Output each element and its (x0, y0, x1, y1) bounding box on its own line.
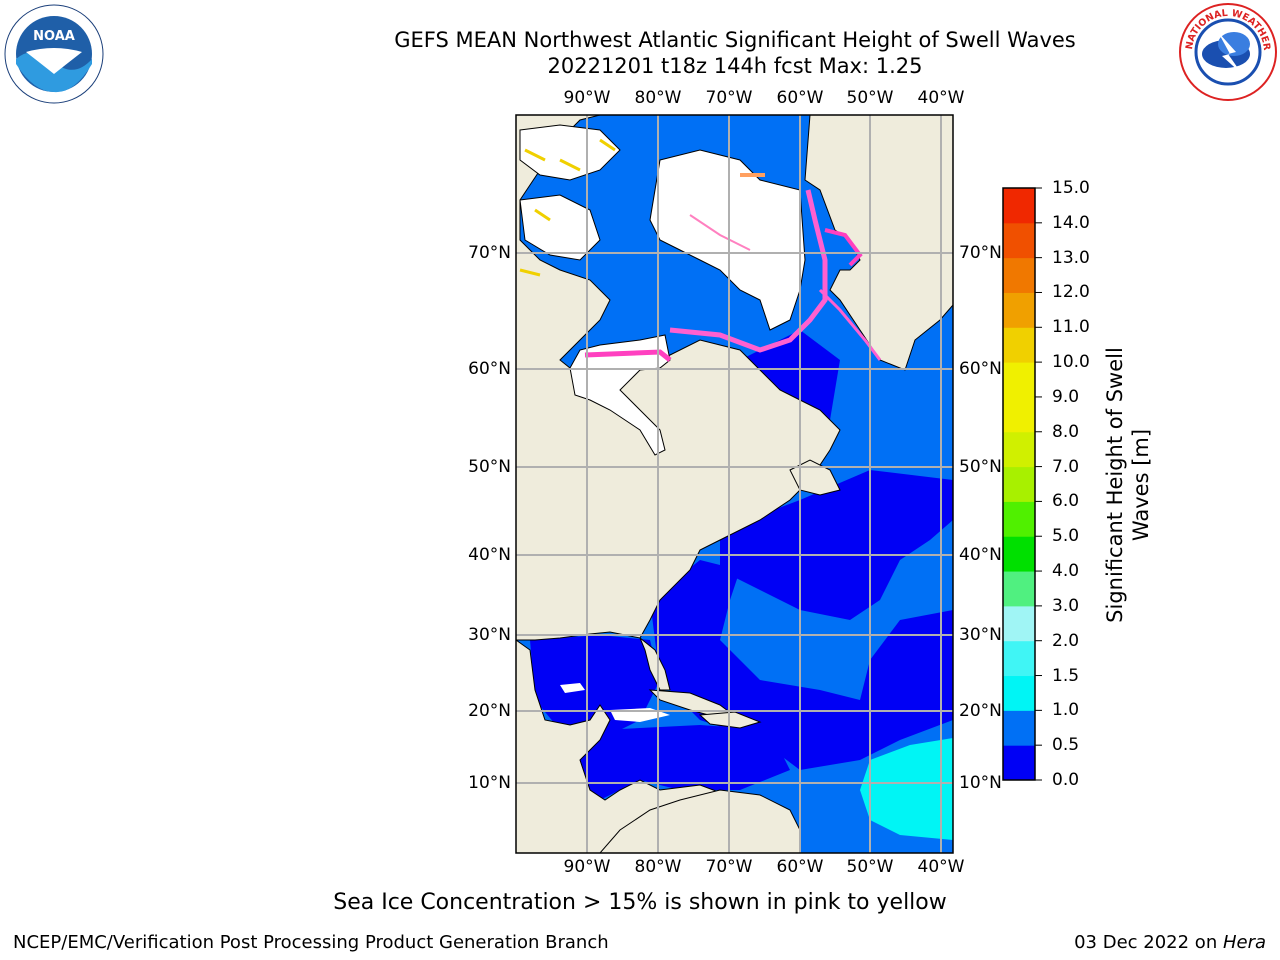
colorbar-bin (1003, 710, 1035, 746)
sea-ice-edge (519, 138, 616, 277)
swell-low-zone (720, 470, 953, 620)
lon-tick-label-bottom: 40°W (917, 857, 965, 877)
lon-tick-label-top: 70°W (705, 88, 753, 108)
lat-tick-label-left: 10°N (468, 773, 511, 793)
lat-tick-label-left: 60°N (468, 359, 511, 379)
lat-tick-label-right: 10°N (959, 773, 1002, 793)
swell-high-zone (860, 738, 953, 840)
colorbar-tick-label: 1.5 (1052, 665, 1080, 686)
lat-tick-label-right: 60°N (959, 359, 1002, 379)
lon-tick-label-bottom: 50°W (846, 857, 894, 877)
noaa-logo-text: NOAA (33, 29, 75, 44)
data-gap (560, 683, 585, 693)
footer-date: 03 Dec 2022 on Hera (1074, 932, 1266, 953)
noaa-logo: NOAA (4, 4, 104, 104)
arctic-channels (519, 124, 621, 181)
graticule (516, 115, 953, 853)
lat-tick-label-right: 50°N (959, 457, 1002, 477)
colorbar-tick-label: 5.0 (1052, 526, 1080, 547)
chart-title: GEFS MEAN Northwest Atlantic Significant… (394, 28, 1076, 52)
colorbar-tick-label: 6.0 (1052, 491, 1080, 512)
lat-tick-label-right: 20°N (959, 701, 1002, 721)
sea-ice-note: Sea Ice Concentration > 15% is shown in … (333, 890, 947, 915)
colorbar-bin (1003, 571, 1035, 607)
colorbar-tick-label: 10.0 (1052, 352, 1090, 373)
florida-land (639, 637, 671, 691)
lat-tick-label-right: 70°N (959, 243, 1002, 263)
colorbar-bin (1003, 396, 1035, 433)
lon-tick-label-top: 50°W (846, 88, 894, 108)
colorbar-tick-label: 0.5 (1052, 735, 1080, 756)
lon-tick-label-top: 60°W (776, 88, 824, 108)
lon-tick-label-top: 90°W (563, 88, 611, 108)
colorbar-tick-label: 3.0 (1052, 595, 1080, 616)
colorbar (1003, 188, 1035, 781)
map-frame (515, 114, 954, 854)
colorbar-bin (1003, 605, 1035, 642)
lon-tick-label-top: 40°W (917, 88, 965, 108)
lat-tick-label-left: 30°N (468, 625, 511, 645)
colorbar-frame (1002, 187, 1036, 781)
colorbar-bin (1003, 257, 1035, 293)
colorbar-label: Significant Height of Swell Waves [m] (1103, 347, 1153, 623)
colorbar-bin (1003, 222, 1035, 259)
chart-subtitle: 20221201 t18z 144h fcst Max: 1.25 (547, 54, 923, 78)
lon-tick-label-bottom: 80°W (634, 857, 682, 877)
colorbar-tick-label: 13.0 (1052, 247, 1090, 268)
colorbar-bin (1003, 640, 1035, 677)
footer-credit: NCEP/EMC/Verification Post Processing Pr… (13, 932, 609, 953)
footer-date-text: 03 Dec 2022 on (1074, 932, 1223, 953)
footer-machine: Hera (1222, 932, 1266, 953)
colorbar-tick-label: 0.0 (1052, 770, 1080, 790)
lat-tick-label-left: 40°N (468, 545, 511, 565)
colorbar-tick-label: 8.0 (1052, 421, 1080, 442)
sea-ice-edge (818, 288, 882, 361)
lat-tick-label-left: 70°N (468, 243, 511, 263)
colorbar-bin (1003, 327, 1035, 363)
lat-tick-label-right: 40°N (959, 545, 1002, 565)
colorbar-bin (1003, 431, 1035, 468)
lon-tick-label-bottom: 60°W (776, 857, 824, 877)
colorbar-bin (1003, 466, 1035, 502)
colorbar-bin (1003, 536, 1035, 572)
colorbar-bin (1003, 188, 1035, 224)
colorbar-bin (1003, 675, 1035, 711)
sea-ice-edge (824, 228, 863, 267)
lat-tick-label-left: 50°N (468, 457, 511, 477)
sea-ice-edge (584, 349, 672, 362)
colorbar-tick-label: 14.0 (1052, 212, 1090, 233)
colorbar-tick-label: 1.0 (1052, 700, 1080, 721)
arctic-channels (519, 194, 601, 261)
colorbar-tick-label: 11.0 (1052, 317, 1090, 338)
lon-tick-label-bottom: 70°W (705, 857, 753, 877)
sea-ice-edge (689, 214, 751, 251)
colorbar-tick-marks (1035, 187, 1042, 781)
colorbar-bin (1003, 362, 1035, 398)
colorbar-tick-label: 7.0 (1052, 456, 1080, 477)
map-area (516, 115, 953, 853)
colorbar-tick-label: 9.0 (1052, 386, 1080, 407)
colorbar-bin (1003, 501, 1035, 537)
colorbar-tick-label: 4.0 (1052, 561, 1080, 582)
colorbar-tick-label: 2.0 (1052, 630, 1080, 651)
lat-tick-label-left: 20°N (468, 701, 511, 721)
colorbar-bin (1003, 745, 1035, 781)
colorbar-bin (1003, 292, 1035, 328)
lon-tick-label-top: 80°W (634, 88, 682, 108)
colorbar-tick-label: 12.0 (1052, 282, 1090, 303)
nws-logo: NATIONAL WEATHER SERVICE (1178, 2, 1277, 101)
lon-tick-label-bottom: 90°W (563, 857, 611, 877)
hudson-bay (569, 334, 671, 456)
lat-tick-label-right: 30°N (959, 625, 1002, 645)
sea-ice-edge (669, 189, 828, 353)
colorbar-tick-label: 15.0 (1052, 178, 1090, 198)
